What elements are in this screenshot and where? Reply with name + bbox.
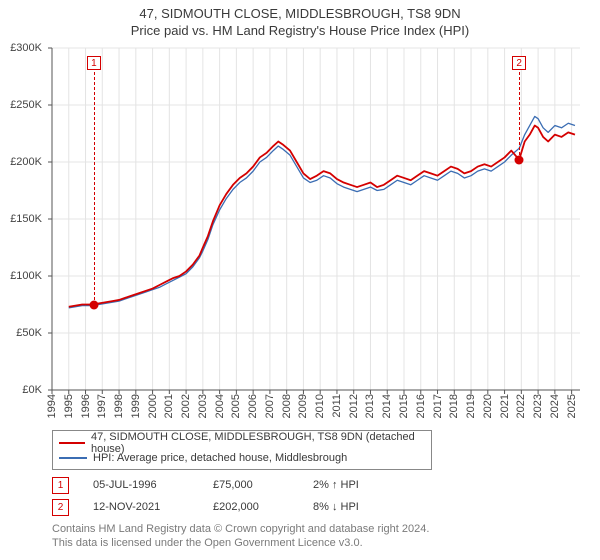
x-tick-label: 2016: [415, 394, 427, 418]
x-tick-label: 2014: [381, 394, 393, 418]
y-tick-label: £150K: [10, 213, 42, 225]
marker-pct-2: 8% ↓ HPI: [313, 501, 433, 513]
x-tick-label: 2004: [214, 394, 226, 418]
marker-dot: [89, 300, 98, 309]
x-tick-label: 2007: [264, 394, 276, 418]
marker-dot: [515, 155, 524, 164]
marker-date-2: 12-NOV-2021: [93, 501, 213, 513]
x-tick-label: 1998: [113, 394, 125, 418]
x-tick-label: 2005: [230, 394, 242, 418]
marker-box-2: 2: [52, 499, 69, 516]
x-tick-label: 1994: [46, 394, 58, 418]
chart-container: 47, SIDMOUTH CLOSE, MIDDLESBROUGH, TS8 9…: [0, 0, 600, 560]
title-subtitle: Price paid vs. HM Land Registry's House …: [0, 23, 600, 38]
marker-date-1: 05-JUL-1996: [93, 479, 213, 491]
y-axis: £0K£50K£100K£150K£200K£250K£300K: [0, 48, 48, 390]
x-tick-label: 2018: [448, 394, 460, 418]
marker-line: [519, 72, 520, 160]
y-tick-label: £300K: [10, 42, 42, 54]
marker-table: 1 05-JUL-1996 £75,000 2% ↑ HPI 2 12-NOV-…: [52, 474, 433, 518]
marker-price-1: £75,000: [213, 479, 313, 491]
x-tick-label: 2025: [566, 394, 578, 418]
chart-svg: [52, 48, 580, 390]
x-tick-label: 2003: [197, 394, 209, 418]
legend-swatch-1: [59, 457, 87, 459]
footer: Contains HM Land Registry data © Crown c…: [52, 522, 429, 551]
x-tick-label: 2015: [398, 394, 410, 418]
x-tick-label: 1996: [80, 394, 92, 418]
x-tick-label: 2013: [364, 394, 376, 418]
x-tick-label: 2000: [147, 394, 159, 418]
x-tick-label: 2008: [281, 394, 293, 418]
x-tick-label: 2021: [499, 394, 511, 418]
x-tick-label: 1997: [96, 394, 108, 418]
x-tick-label: 2006: [247, 394, 259, 418]
y-tick-label: £250K: [10, 99, 42, 111]
x-tick-label: 2024: [549, 394, 561, 418]
x-tick-label: 1995: [63, 394, 75, 418]
marker-line: [94, 72, 95, 305]
x-tick-label: 2017: [432, 394, 444, 418]
y-tick-label: £0K: [22, 384, 42, 396]
marker-pct-1: 2% ↑ HPI: [313, 479, 433, 491]
marker-price-2: £202,000: [213, 501, 313, 513]
legend-label-1: HPI: Average price, detached house, Midd…: [93, 452, 347, 464]
x-tick-label: 2020: [482, 394, 494, 418]
y-tick-label: £50K: [16, 327, 42, 339]
marker-row-1: 1 05-JUL-1996 £75,000 2% ↑ HPI: [52, 474, 433, 496]
x-tick-label: 2001: [163, 394, 175, 418]
x-tick-label: 1999: [130, 394, 142, 418]
legend: 47, SIDMOUTH CLOSE, MIDDLESBROUGH, TS8 9…: [52, 430, 432, 470]
footer-line2: This data is licensed under the Open Gov…: [52, 536, 429, 550]
y-tick-label: £200K: [10, 156, 42, 168]
x-tick-label: 2009: [297, 394, 309, 418]
x-tick-label: 2011: [331, 394, 343, 418]
x-tick-label: 2023: [532, 394, 544, 418]
x-axis: 1994199519961997199819992000200120022003…: [52, 392, 580, 426]
x-tick-label: 2012: [348, 394, 360, 418]
x-tick-label: 2022: [515, 394, 527, 418]
y-tick-label: £100K: [10, 270, 42, 282]
title-address: 47, SIDMOUTH CLOSE, MIDDLESBROUGH, TS8 9…: [0, 6, 600, 21]
marker-box: 1: [87, 56, 101, 70]
legend-row-0: 47, SIDMOUTH CLOSE, MIDDLESBROUGH, TS8 9…: [59, 435, 425, 450]
legend-swatch-0: [59, 442, 85, 444]
footer-line1: Contains HM Land Registry data © Crown c…: [52, 522, 429, 536]
marker-box: 2: [512, 56, 526, 70]
x-tick-label: 2010: [314, 394, 326, 418]
marker-box-1: 1: [52, 477, 69, 494]
marker-row-2: 2 12-NOV-2021 £202,000 8% ↓ HPI: [52, 496, 433, 518]
plot-area: 12: [52, 48, 580, 390]
x-tick-label: 2019: [465, 394, 477, 418]
x-tick-label: 2002: [180, 394, 192, 418]
title-block: 47, SIDMOUTH CLOSE, MIDDLESBROUGH, TS8 9…: [0, 0, 600, 38]
